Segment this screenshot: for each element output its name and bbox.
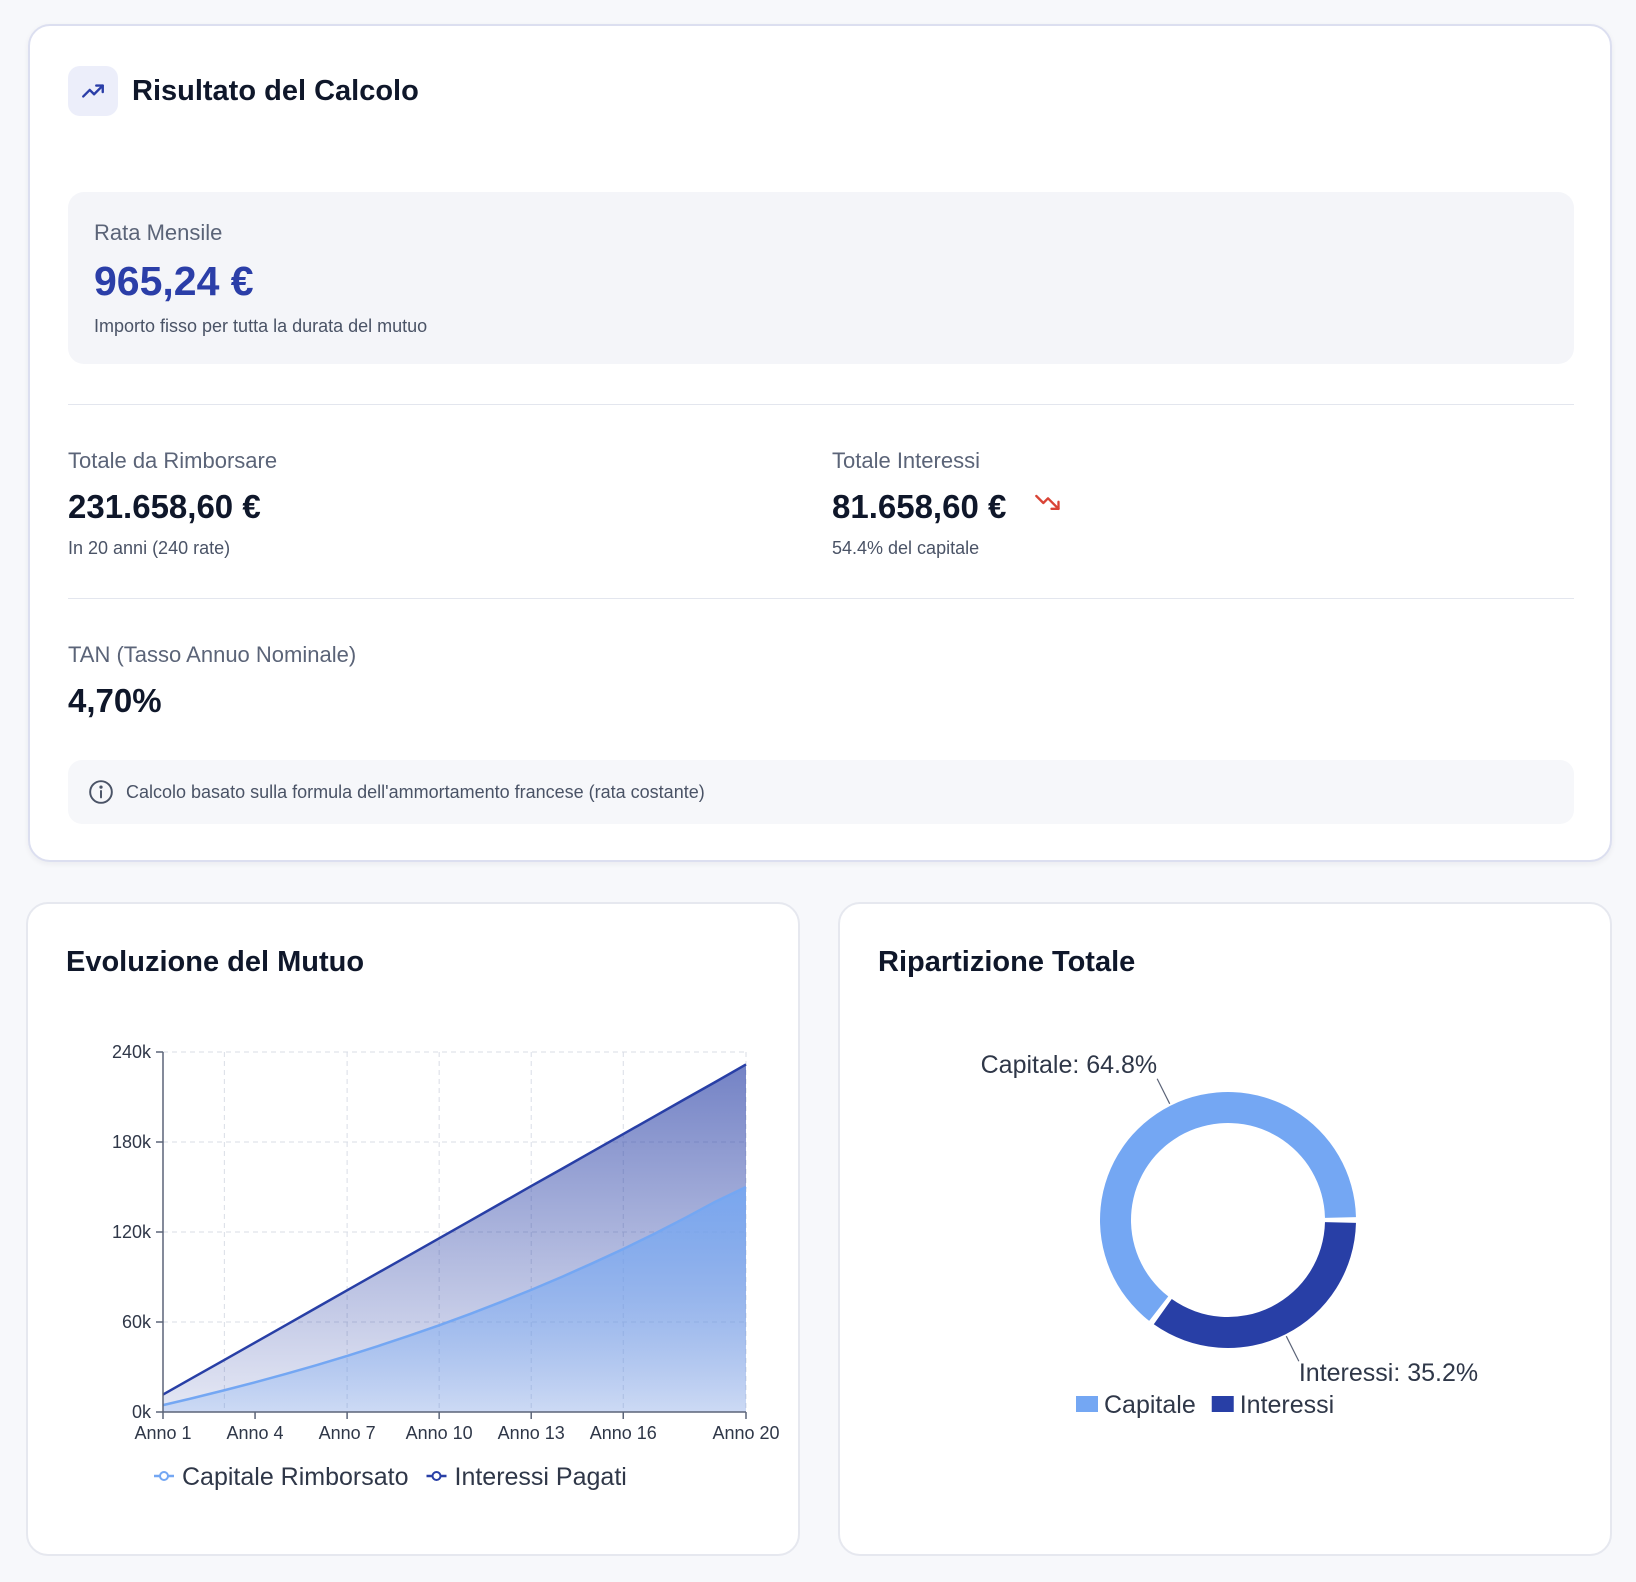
legend-item[interactable]: Interessi	[1211, 1391, 1334, 1419]
evolution-title: Evoluzione del Mutuo	[66, 946, 365, 978]
info-text: Calcolo basato sulla formula dell'ammort…	[126, 781, 705, 802]
card-header: Risultato del Calcolo	[68, 66, 419, 116]
total-interest-value: 81.658,60 €	[832, 488, 1007, 525]
x-tick-label: Anno 13	[498, 1423, 565, 1443]
legend-marker-icon	[431, 1471, 442, 1481]
donut-chart: Capitale: 64.8% Interessi: 35.2% Capitale…	[981, 1051, 1478, 1419]
y-tick-label: 0k	[132, 1402, 152, 1422]
x-tick-label: Anno 16	[590, 1423, 657, 1443]
divider	[68, 404, 1574, 405]
y-tick-label: 120k	[112, 1222, 152, 1242]
interest-label: Interessi: 35.2%	[1299, 1359, 1478, 1387]
y-tick-label: 60k	[122, 1312, 152, 1332]
capital-area	[163, 1187, 746, 1412]
legend-label: Interessi	[1240, 1391, 1334, 1419]
breakdown-title: Ripartizione Totale	[878, 946, 1136, 978]
result-title: Risultato del Calcolo	[132, 74, 419, 107]
legend-swatch-icon	[1076, 1396, 1098, 1412]
legend-marker-icon	[159, 1471, 169, 1481]
tan-label: TAN (Tasso Annuo Nominale)	[68, 642, 357, 667]
legend-label: Capitale	[1104, 1391, 1196, 1419]
area-chart: 0k 60k 120k 180k 240k Anno 1 Anno 4 Anno 7 Anno …	[112, 1042, 780, 1491]
trending-down-icon	[1034, 492, 1062, 519]
monthly-payment-label: Rata Mensile	[94, 220, 223, 245]
x-tick-label: Anno 4	[227, 1423, 284, 1443]
legend-label: Interessi Pagati	[455, 1463, 627, 1491]
leader-line	[1285, 1335, 1300, 1362]
leader-line	[1156, 1078, 1171, 1105]
y-tick-label: 180k	[112, 1132, 152, 1152]
x-tick-label: Anno 1	[134, 1423, 191, 1443]
legend-label: Capitale Rimborsato	[182, 1463, 409, 1491]
interest-slice[interactable]	[1153, 1222, 1356, 1348]
result-card: Risultato del Calcolo Rata Mensile 965,2…	[28, 24, 1612, 862]
total-repay-label: Totale da Rimborsare	[68, 448, 278, 473]
y-tick-label: 240k	[112, 1042, 152, 1062]
divider	[68, 598, 1574, 599]
x-tick-label: Anno 20	[712, 1423, 779, 1443]
capital-line	[162, 1185, 747, 1407]
legend-swatch-icon	[1211, 1396, 1234, 1412]
trending-up-icon	[68, 66, 118, 116]
legend-item[interactable]: Capitale Rimborsato	[154, 1463, 409, 1491]
tan-value: 4,70%	[68, 682, 162, 719]
x-tick-label: Anno 10	[406, 1423, 473, 1443]
legend-item[interactable]: Capitale	[1076, 1391, 1196, 1419]
capital-label: Capitale: 64.8%	[981, 1051, 1158, 1079]
monthly-payment-box: Rata Mensile 965,24 € Importo fisso per …	[68, 192, 1574, 364]
total-interest-label: Totale Interessi	[832, 448, 980, 473]
monthly-payment-value: 965,24 €	[94, 258, 254, 304]
interest-line	[162, 1063, 747, 1396]
evolution-panel: Evoluzione del Mutuo 0k 60k 120k 180k 240k An…	[26, 902, 800, 1556]
total-repay-sub: In 20 anni (240 rate)	[68, 538, 231, 558]
monthly-payment-note: Importo fisso per tutta la durata del mu…	[94, 316, 428, 336]
legend-item[interactable]: Interessi Pagati	[426, 1463, 627, 1491]
total-interest-sub: 54.4% del capitale	[832, 538, 980, 558]
info-icon	[89, 780, 113, 804]
total-repay-value: 231.658,60 €	[68, 488, 261, 525]
breakdown-panel: Ripartizione Totale Capitale: 64.8% Inter…	[838, 902, 1612, 1556]
info-box: Calcolo basato sulla formula dell'ammort…	[68, 760, 1574, 824]
x-tick-label: Anno 7	[319, 1423, 376, 1443]
